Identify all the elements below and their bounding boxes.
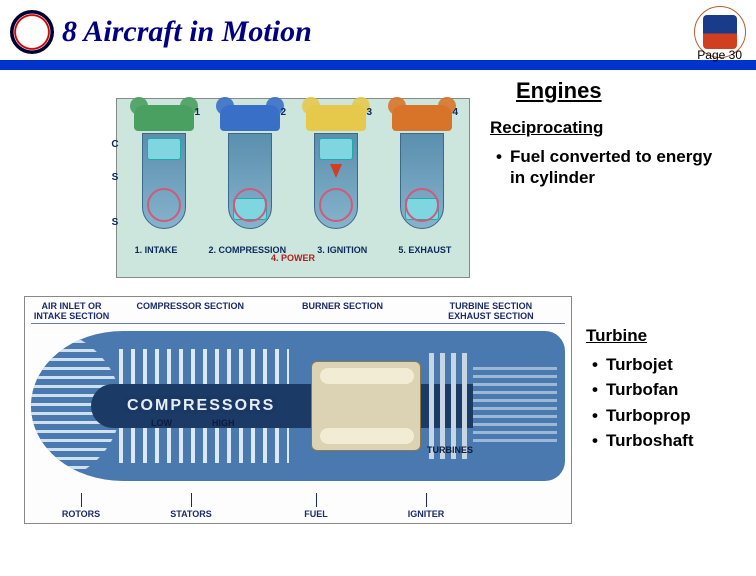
slide-title: 8 Aircraft in Motion: [62, 15, 686, 49]
low-label: LOW: [151, 418, 172, 428]
slide-header: 8 Aircraft in Motion: [0, 0, 756, 60]
crank-circle: [319, 188, 353, 222]
cylinder-head: [220, 105, 280, 131]
turbine-subhead: Turbine: [586, 326, 746, 346]
cylinder-body: [400, 133, 444, 229]
turbine-bottom-labels: ROTORSSTATORSFUELIGNITER: [25, 493, 571, 519]
reciprocating-text: Reciprocating Fuel converted to energy i…: [490, 118, 720, 193]
stage-label: 1. INTAKE: [135, 245, 178, 255]
bottom-label: STATORS: [131, 493, 251, 519]
label-s-bot: S: [105, 217, 125, 228]
turbine-top-sections: AIR INLET ORINTAKE SECTIONCOMPRESSOR SEC…: [25, 297, 571, 326]
turbines-label: TURBINES: [427, 445, 473, 455]
reciprocating-bullet: Fuel converted to energy in cylinder: [496, 146, 720, 189]
turbine-bullet: Turbofan: [592, 379, 746, 400]
piston: [147, 138, 181, 160]
section-label: COMPRESSOR SECTION: [112, 301, 268, 324]
turbine-bullet: Turbojet: [592, 354, 746, 375]
bottom-label: FUEL: [251, 493, 381, 519]
cylinder-body: [142, 133, 186, 229]
engines-heading: Engines: [516, 78, 602, 104]
turbine-bullet: Turboshaft: [592, 430, 746, 451]
section-label: AIR INLET ORINTAKE SECTION: [31, 301, 112, 324]
low-high-labels: LOW HIGH: [151, 418, 235, 428]
label-c: C: [105, 139, 125, 150]
burner-section: [311, 361, 421, 451]
cylinder-4: 4: [384, 105, 460, 245]
section-label: TURBINE SECTIONEXHAUST SECTION: [417, 301, 565, 324]
cylinder-number: 4: [452, 107, 458, 118]
piston: [319, 138, 353, 160]
cylinder-head: [306, 105, 366, 131]
recip-side-labels: C S S: [105, 139, 125, 228]
stage-label: 3. IGNITION: [317, 245, 367, 255]
cylinder-number: 2: [280, 107, 286, 118]
turbine-bullet: Turboprop: [592, 405, 746, 426]
cylinder-2: 2: [212, 105, 288, 245]
page-number: Page 30: [697, 48, 742, 62]
bottom-label: IGNITER: [381, 493, 471, 519]
turbine-text: Turbine Turbojet Turbofan Turboprop Turbosh…: [586, 326, 746, 455]
turbine-diagram: AIR INLET ORINTAKE SECTIONCOMPRESSOR SEC…: [24, 296, 572, 524]
cylinder-number: 3: [366, 107, 372, 118]
cylinder-body: [228, 133, 272, 229]
cylinder-head: [392, 105, 452, 131]
title-underline-bar: [0, 60, 756, 70]
power-arrow-icon: [330, 164, 342, 178]
high-label: HIGH: [212, 418, 235, 428]
cap-shield-icon: [10, 10, 54, 54]
label-s-top: S: [105, 172, 125, 183]
crank-circle: [405, 188, 439, 222]
crank-circle: [233, 188, 267, 222]
exhaust-section: [473, 367, 557, 445]
reciprocating-diagram: C S S 1234 1. INTAKE2. COMPRESSION3. IGN…: [116, 98, 470, 278]
reciprocating-subhead: Reciprocating: [490, 118, 720, 138]
bottom-label: ROTORS: [31, 493, 131, 519]
cylinder-head: [134, 105, 194, 131]
compressors-label: COMPRESSORS: [127, 397, 275, 415]
cylinder-body: [314, 133, 358, 229]
section-label: BURNER SECTION: [268, 301, 416, 324]
turbine-blades: [429, 353, 471, 459]
stage-label: 5. EXHAUST: [398, 245, 451, 255]
cylinder-1: 1: [126, 105, 202, 245]
crank-circle: [147, 188, 181, 222]
turbine-body: COMPRESSORS LOW HIGH TURBINES: [31, 331, 565, 481]
cylinder-3: 3: [298, 105, 374, 245]
cylinder-number: 1: [194, 107, 200, 118]
